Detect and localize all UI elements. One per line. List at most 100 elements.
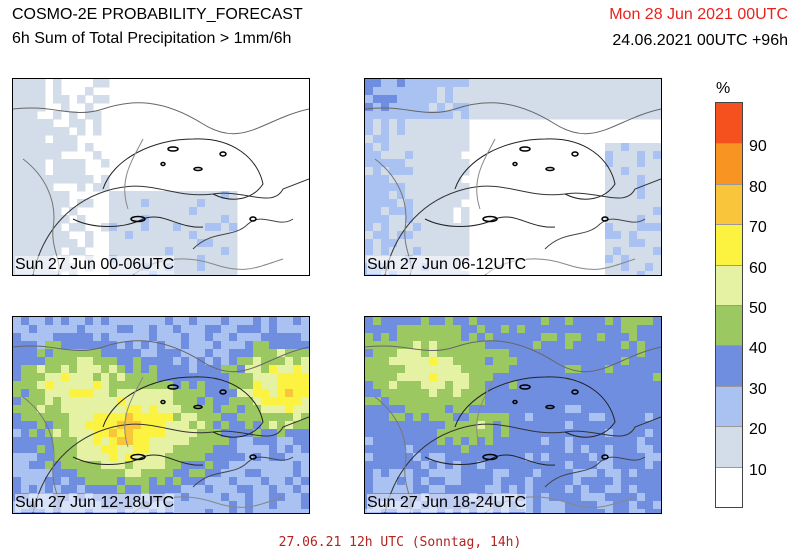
probability-cell xyxy=(637,143,646,152)
probability-cell xyxy=(621,223,630,232)
probability-cell xyxy=(397,247,406,256)
probability-cell xyxy=(605,199,614,208)
probability-cell xyxy=(421,79,430,88)
probability-cell xyxy=(21,333,30,342)
probability-cell xyxy=(437,207,446,216)
probability-cell xyxy=(445,143,454,152)
probability-cell xyxy=(141,357,150,366)
probability-cell xyxy=(533,485,542,494)
probability-cell xyxy=(109,349,118,358)
probability-cell xyxy=(269,325,278,334)
probability-cell xyxy=(109,317,118,326)
probability-cell xyxy=(637,437,646,446)
probability-cell xyxy=(13,381,22,390)
probability-cell xyxy=(365,325,374,334)
probability-cell xyxy=(509,111,518,120)
probability-cell xyxy=(37,445,46,454)
probability-cell xyxy=(93,405,102,414)
probability-cell xyxy=(429,421,438,430)
probability-cell xyxy=(277,509,286,513)
probability-cell xyxy=(389,239,398,248)
probability-cell xyxy=(621,271,630,275)
probability-cell xyxy=(429,175,438,184)
probability-cell xyxy=(445,429,454,438)
probability-cell xyxy=(85,317,94,326)
probability-cell xyxy=(445,191,454,200)
probability-cell xyxy=(637,397,646,406)
probability-cell xyxy=(653,151,661,160)
probability-cell xyxy=(637,509,646,513)
probability-cell xyxy=(437,357,446,366)
probability-cell xyxy=(469,317,478,326)
probability-cell xyxy=(61,127,70,136)
probability-cell xyxy=(509,477,518,486)
probability-cell xyxy=(269,421,278,430)
probability-cell xyxy=(149,477,158,486)
probability-cell xyxy=(581,349,590,358)
probability-cell xyxy=(37,381,46,390)
probability-cell xyxy=(69,333,78,342)
probability-cell xyxy=(565,317,574,326)
probability-cell xyxy=(261,421,270,430)
probability-cell xyxy=(373,175,382,184)
probability-cell xyxy=(581,509,590,513)
probability-cell xyxy=(485,421,494,430)
probability-cell xyxy=(85,397,94,406)
probability-cell xyxy=(517,453,526,462)
probability-cell xyxy=(101,357,110,366)
probability-cell xyxy=(429,389,438,398)
probability-cell xyxy=(653,485,661,494)
probability-cell xyxy=(149,215,158,224)
probability-cell xyxy=(413,453,422,462)
probability-cell xyxy=(189,271,198,275)
probability-cell xyxy=(469,453,478,462)
probability-cell xyxy=(189,413,198,422)
probability-cell xyxy=(229,325,238,334)
probability-cell xyxy=(453,103,462,112)
probability-cell xyxy=(85,445,94,454)
probability-cell xyxy=(77,381,86,390)
probability-cell xyxy=(653,255,661,264)
probability-cell xyxy=(181,247,190,256)
probability-cell xyxy=(269,357,278,366)
probability-cell xyxy=(453,381,462,390)
probability-cell xyxy=(405,317,414,326)
probability-cell xyxy=(53,175,62,184)
probability-cell xyxy=(173,271,182,275)
probability-cell xyxy=(573,111,582,120)
probability-cell xyxy=(469,429,478,438)
probability-cell xyxy=(413,183,422,192)
probability-cell xyxy=(645,421,654,430)
probability-cell xyxy=(157,381,166,390)
probability-cell xyxy=(141,247,150,256)
probability-cell xyxy=(637,103,646,112)
probability-cell xyxy=(645,357,654,366)
probability-cell xyxy=(445,453,454,462)
probability-cell xyxy=(637,247,646,256)
probability-cell xyxy=(589,389,598,398)
probability-cell xyxy=(541,349,550,358)
probability-cell xyxy=(29,135,38,144)
border-line xyxy=(72,454,204,466)
probability-cell xyxy=(397,485,406,494)
colorbar-segment xyxy=(716,304,742,346)
probability-cell xyxy=(453,333,462,342)
probability-cell xyxy=(181,191,190,200)
probability-cell xyxy=(77,127,86,136)
probability-cell xyxy=(365,127,374,136)
probability-cell xyxy=(517,111,526,120)
probability-cell xyxy=(645,111,654,120)
probability-cell xyxy=(525,461,534,470)
probability-cell xyxy=(93,477,102,486)
probability-cell xyxy=(485,389,494,398)
probability-cell xyxy=(21,341,30,350)
probability-cell xyxy=(557,461,566,470)
probability-cell xyxy=(461,183,470,192)
probability-cell xyxy=(141,461,150,470)
probability-cell xyxy=(205,207,214,216)
probability-cell xyxy=(405,183,414,192)
probability-cell xyxy=(149,389,158,398)
probability-cell xyxy=(589,87,598,96)
probability-cell xyxy=(37,437,46,446)
probability-cell xyxy=(653,437,661,446)
